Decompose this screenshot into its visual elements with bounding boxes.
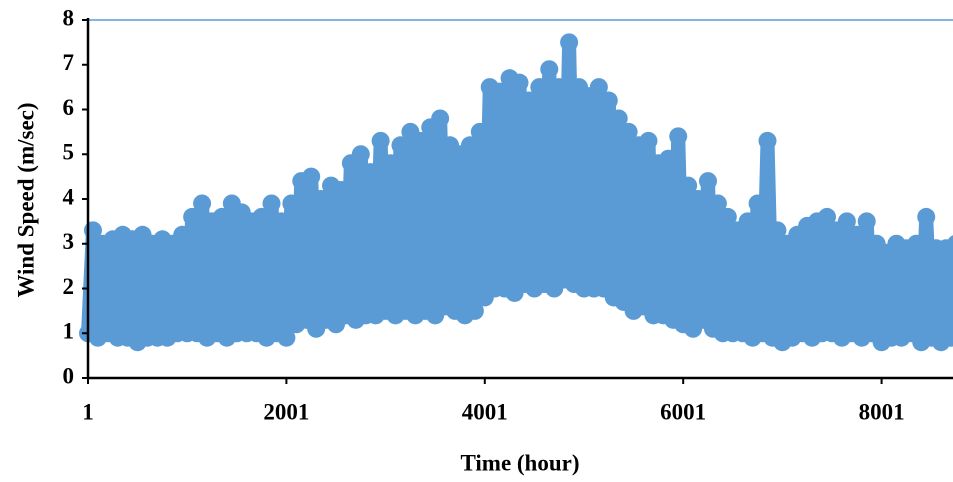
data-marker: [847, 225, 866, 244]
data-marker: [411, 131, 430, 150]
data-marker: [272, 212, 291, 231]
y-tick-label: 8: [63, 5, 75, 30]
data-marker: [639, 131, 658, 150]
data-marker: [431, 109, 450, 128]
y-tick-label: 0: [63, 363, 75, 388]
data-marker: [550, 78, 569, 97]
data-marker: [193, 194, 212, 213]
data-line: [81, 35, 953, 350]
data-marker: [277, 328, 296, 347]
data-marker: [391, 136, 410, 155]
data-marker: [698, 172, 717, 191]
data-marker: [262, 194, 281, 213]
data-marker: [609, 109, 628, 128]
data-marker: [619, 122, 638, 141]
data-marker: [183, 207, 202, 226]
y-tick-label: 3: [63, 229, 75, 254]
data-marker: [718, 207, 737, 226]
data-marker: [302, 167, 321, 186]
x-axis-label: Time (hour): [460, 450, 579, 475]
data-marker: [470, 122, 489, 141]
data-marker: [510, 73, 529, 92]
data-marker: [465, 301, 484, 320]
x-tick-label: 8001: [859, 399, 905, 424]
data-marker: [917, 207, 936, 226]
y-tick-label: 4: [63, 184, 75, 209]
data-marker: [351, 145, 370, 164]
data-marker: [589, 78, 608, 97]
y-axis-label: Wind Speed (m/sec): [13, 102, 38, 297]
y-tick-label: 1: [63, 319, 75, 344]
data-marker: [540, 60, 559, 79]
data-marker: [946, 235, 953, 253]
data-marker: [748, 194, 767, 213]
data-marker: [361, 163, 380, 182]
data-marker: [768, 221, 787, 240]
data-marker: [252, 207, 271, 226]
data-marker: [490, 82, 509, 101]
data-marker: [331, 181, 350, 200]
data-marker: [173, 225, 192, 244]
data-marker: [371, 131, 390, 150]
data-marker: [738, 212, 757, 231]
data-marker: [837, 212, 856, 231]
data-marker: [818, 207, 837, 226]
y-tick-label: 6: [63, 95, 75, 120]
data-marker: [659, 149, 678, 168]
data-marker: [907, 234, 926, 253]
data-marker: [689, 190, 708, 208]
y-tick-label: 2: [63, 274, 75, 299]
data-marker: [212, 207, 231, 226]
plot-area: [79, 33, 953, 352]
x-tick-label: 6001: [660, 399, 706, 424]
x-tick-label: 1: [82, 399, 94, 424]
data-marker: [599, 91, 618, 110]
data-marker: [312, 190, 331, 208]
data-marker: [381, 154, 400, 173]
data-marker: [708, 194, 727, 213]
x-tick-label: 4001: [462, 399, 508, 424]
data-marker: [560, 33, 579, 52]
data-marker: [520, 91, 539, 110]
data-marker: [857, 212, 876, 231]
y-tick-label: 5: [63, 140, 75, 165]
data-marker: [460, 136, 479, 155]
x-tick-label: 2001: [263, 399, 309, 424]
data-marker: [942, 328, 953, 347]
data-marker: [282, 194, 301, 213]
data-marker: [530, 78, 549, 97]
y-tick-label: 7: [63, 50, 75, 75]
data-marker: [669, 127, 688, 146]
data-marker: [758, 131, 777, 150]
data-marker: [679, 176, 698, 195]
